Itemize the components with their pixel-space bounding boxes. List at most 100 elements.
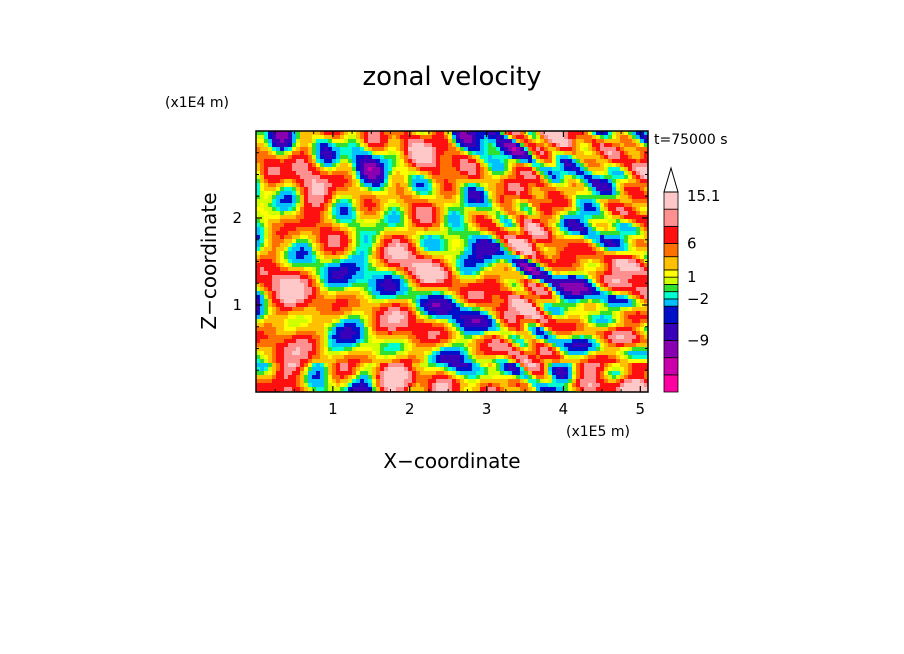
heatmap-cell (296, 271, 301, 276)
heatmap-cell (544, 235, 549, 240)
heatmap-cell (488, 183, 493, 188)
heatmap-cell (464, 227, 469, 232)
heatmap-cell (428, 331, 433, 336)
heatmap-cell (404, 187, 409, 192)
heatmap-cell (440, 259, 445, 264)
heatmap-cell (372, 287, 377, 292)
heatmap-cell (416, 299, 421, 304)
heatmap-cell (456, 247, 461, 252)
heatmap-cell (448, 143, 453, 148)
heatmap-cell (556, 155, 561, 160)
heatmap-cell (344, 331, 349, 336)
heatmap-cell (324, 155, 329, 160)
heatmap-cell (484, 271, 489, 276)
heatmap-cell (536, 335, 541, 340)
heatmap-cell (300, 227, 305, 232)
heatmap-cell (484, 235, 489, 240)
heatmap-cell (360, 131, 365, 136)
heatmap-cell (472, 299, 477, 304)
heatmap-cell (404, 303, 409, 308)
heatmap-cell (368, 203, 373, 208)
heatmap-cell (280, 159, 285, 164)
heatmap-cell (488, 203, 493, 208)
heatmap-cell (260, 147, 265, 152)
heatmap-cell (260, 279, 265, 284)
heatmap-cell (436, 207, 441, 212)
heatmap-cell (256, 159, 261, 164)
heatmap-cell (368, 351, 373, 356)
heatmap-cell (328, 347, 333, 352)
heatmap-cell (356, 175, 361, 180)
heatmap-cell (324, 183, 329, 188)
heatmap-cell (420, 183, 425, 188)
heatmap-cell (348, 303, 353, 308)
heatmap-cell (404, 339, 409, 344)
heatmap-cell (496, 315, 501, 320)
heatmap-cell (460, 271, 465, 276)
heatmap-cell (472, 219, 477, 224)
heatmap-cell (276, 283, 281, 288)
heatmap-cell (256, 231, 261, 236)
heatmap-cell (412, 207, 417, 212)
heatmap-cell (424, 339, 429, 344)
heatmap-cell (400, 387, 405, 392)
heatmap-cell (404, 199, 409, 204)
heatmap-cell (476, 331, 481, 336)
heatmap-cell (464, 155, 469, 160)
heatmap-cell (264, 183, 269, 188)
heatmap-cell (440, 187, 445, 192)
heatmap-cell (316, 151, 321, 156)
heatmap-cell (324, 279, 329, 284)
heatmap-cell (388, 327, 393, 332)
heatmap-cell (376, 199, 381, 204)
heatmap-cell (436, 155, 441, 160)
heatmap-cell (464, 371, 469, 376)
heatmap-cell (480, 239, 485, 244)
heatmap-cell (468, 215, 473, 220)
heatmap-cell (292, 235, 297, 240)
heatmap-cell (468, 151, 473, 156)
heatmap-cell (540, 179, 545, 184)
heatmap-cell (516, 139, 521, 144)
heatmap-cell (296, 247, 301, 252)
heatmap-cell (284, 315, 289, 320)
heatmap-cell (376, 307, 381, 312)
heatmap-cell (316, 155, 321, 160)
heatmap-cell (360, 135, 365, 140)
heatmap-cell (308, 355, 313, 360)
heatmap-cell (360, 227, 365, 232)
heatmap-cell (360, 147, 365, 152)
heatmap-cell (312, 135, 317, 140)
heatmap-cell (516, 135, 521, 140)
heatmap-cell (320, 259, 325, 264)
heatmap-cell (332, 335, 337, 340)
heatmap-cell (380, 207, 385, 212)
heatmap-cell (512, 151, 517, 156)
heatmap-cell (372, 131, 377, 136)
heatmap-cell (492, 371, 497, 376)
heatmap-cell (320, 263, 325, 268)
heatmap-cell (468, 183, 473, 188)
heatmap-cell (556, 183, 561, 188)
heatmap-cell (404, 335, 409, 340)
heatmap-cell (304, 179, 309, 184)
heatmap-cell (428, 143, 433, 148)
heatmap-cell (396, 311, 401, 316)
heatmap-cell (312, 143, 317, 148)
heatmap-cell (360, 339, 365, 344)
heatmap-cell (548, 279, 553, 284)
heatmap-cell (376, 295, 381, 300)
heatmap-cell (460, 299, 465, 304)
heatmap-cell (360, 175, 365, 180)
heatmap-cell (400, 363, 405, 368)
heatmap-cell (456, 159, 461, 164)
heatmap-cell (536, 147, 541, 152)
heatmap-cell (272, 235, 277, 240)
heatmap-cell (536, 291, 541, 296)
heatmap-cell (288, 131, 293, 136)
heatmap-cell (348, 379, 353, 384)
heatmap-cell (396, 287, 401, 292)
heatmap-cell (552, 259, 557, 264)
heatmap-cell (348, 171, 353, 176)
heatmap-cell (300, 171, 305, 176)
